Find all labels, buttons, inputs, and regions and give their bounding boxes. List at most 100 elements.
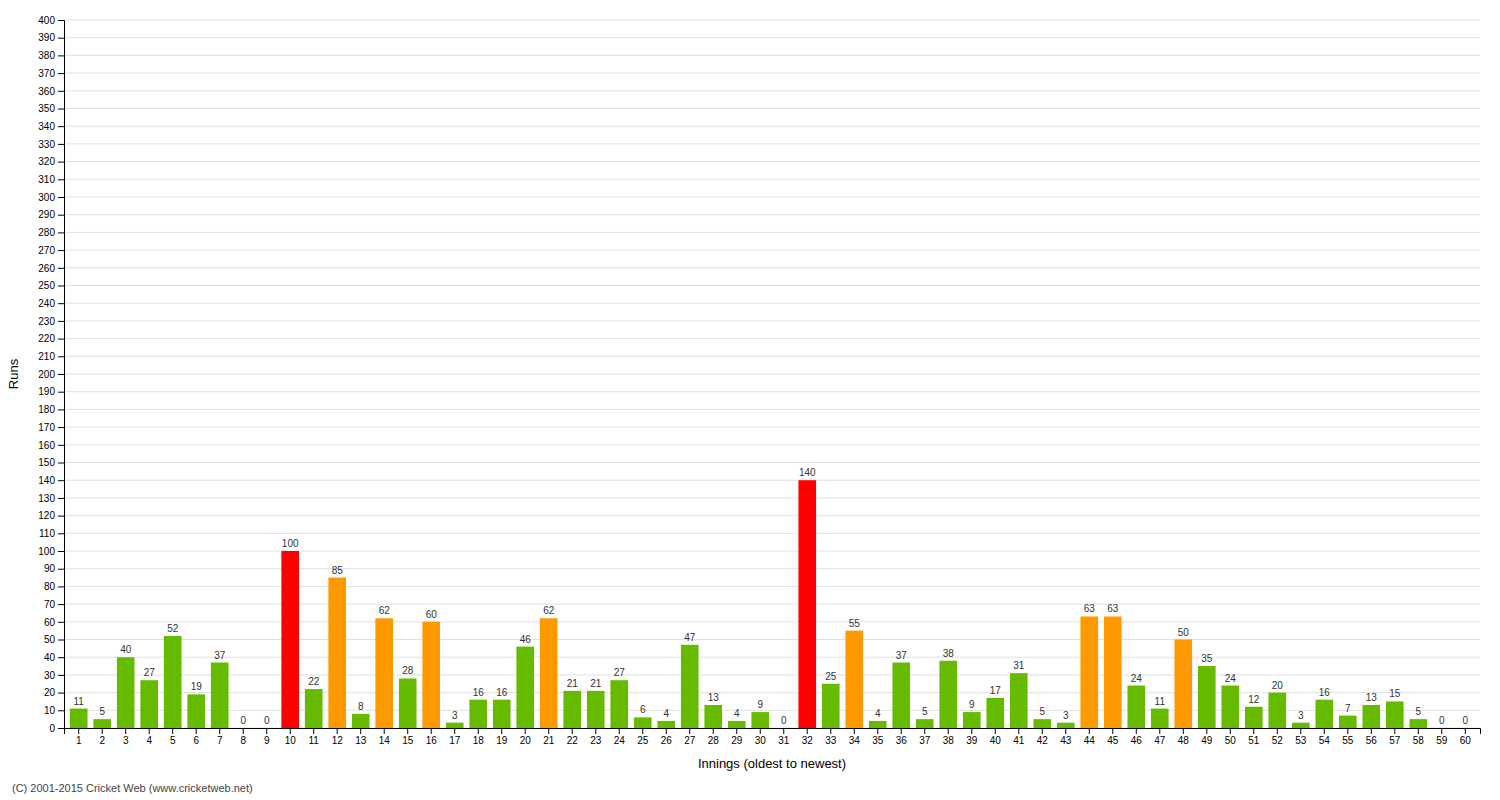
x-tick-mark (736, 728, 737, 734)
grid-line (64, 303, 1480, 304)
grid-line (64, 551, 1480, 552)
x-tick: 1 (76, 728, 82, 746)
x-tick-label: 38 (943, 735, 955, 746)
x-tick: 49 (1201, 728, 1213, 746)
x-tick-label: 24 (614, 735, 626, 746)
data-label: 100 (282, 538, 299, 549)
x-tick-label: 11 (309, 735, 320, 746)
x-tick: 13 (355, 728, 367, 746)
y-tick-mark (58, 126, 64, 127)
y-tick-mark (58, 533, 64, 534)
x-tick-mark (1159, 728, 1160, 734)
x-tick-mark (971, 728, 972, 734)
x-tick: 17 (449, 728, 461, 746)
x-tick-mark (1324, 728, 1325, 734)
x-tick-mark (807, 728, 808, 734)
grid-line (64, 197, 1480, 198)
x-tick: 8 (240, 728, 246, 746)
x-tick: 16 (426, 728, 438, 746)
x-tick-mark (219, 728, 220, 734)
x-tick: 9 (264, 728, 270, 746)
x-tick-mark (196, 728, 197, 734)
bar (140, 680, 158, 728)
grid-line (64, 232, 1480, 233)
x-tick-mark (595, 728, 596, 734)
y-tick: 400 (38, 15, 64, 26)
x-tick-mark (924, 728, 925, 734)
data-label: 17 (990, 685, 1002, 696)
y-tick: 280 (38, 227, 64, 238)
x-tick-mark (431, 728, 432, 734)
y-tick: 0 (49, 723, 64, 734)
data-label: 38 (943, 648, 955, 659)
grid-line (64, 497, 1480, 498)
y-tick: 240 (38, 298, 64, 309)
x-tick: 33 (825, 728, 837, 746)
grid-line (64, 586, 1480, 587)
grid-line (64, 179, 1480, 180)
y-tick-mark (58, 215, 64, 216)
y-tick: 310 (38, 174, 64, 185)
grid-line (64, 37, 1480, 38)
x-tick-label: 30 (755, 735, 767, 746)
x-tick-label: 55 (1342, 735, 1354, 746)
y-tick-label: 60 (44, 617, 56, 628)
chart: 1154027521937001002285862286031616466221… (0, 0, 1500, 800)
y-tick: 320 (38, 156, 64, 167)
bar (704, 705, 722, 728)
x-tick-mark (149, 728, 150, 734)
x-tick: 35 (872, 728, 884, 746)
bar (328, 578, 346, 728)
x-tick-mark (478, 728, 479, 734)
x-tick-label: 21 (543, 735, 555, 746)
y-tick-mark (58, 551, 64, 552)
x-tick-mark (266, 728, 267, 734)
y-axis-line (58, 21, 65, 729)
bar (187, 694, 205, 728)
x-tick-mark (525, 728, 526, 734)
y-tick-label: 190 (38, 386, 55, 397)
y-tick: 210 (38, 351, 64, 362)
x-tick-label: 52 (1272, 735, 1284, 746)
x-tick-mark (1300, 728, 1301, 734)
x-tick-label: 18 (473, 735, 485, 746)
y-tick-label: 330 (38, 139, 55, 150)
x-tick-mark (1465, 728, 1466, 734)
data-label: 40 (120, 644, 132, 655)
y-tick-label: 350 (38, 103, 55, 114)
y-tick-mark (58, 38, 64, 39)
data-label: 50 (1178, 627, 1190, 638)
x-tick: 30 (755, 728, 767, 746)
data-label: 22 (308, 676, 320, 687)
grid-line (64, 250, 1480, 251)
x-tick-mark (619, 728, 620, 734)
x-tick-label: 5 (170, 735, 176, 746)
x-tick-mark (901, 728, 902, 734)
data-labels: 1154027521937001002285862286031616466221… (73, 467, 1468, 726)
x-tick: 37 (919, 728, 931, 746)
x-tick: 31 (778, 728, 790, 746)
bar (775, 728, 793, 729)
y-tick-mark (58, 640, 64, 641)
data-label: 63 (1084, 603, 1096, 614)
data-label: 5 (1416, 706, 1422, 717)
x-tick-label: 37 (919, 735, 931, 746)
y-tick-mark (58, 657, 64, 658)
y-tick: 50 (44, 634, 64, 645)
x-tick: 20 (520, 728, 532, 746)
x-tick: 38 (943, 728, 955, 746)
y-tick-label: 320 (38, 156, 55, 167)
data-label: 20 (1272, 680, 1284, 691)
x-tick: 4 (146, 728, 152, 746)
data-label: 6 (640, 704, 646, 715)
x-tick: 56 (1366, 728, 1378, 746)
bar (540, 618, 558, 728)
data-label: 4 (875, 708, 881, 719)
y-tick-label: 370 (38, 68, 55, 79)
data-label: 28 (402, 665, 414, 676)
grid-line (64, 621, 1480, 622)
x-tick-label: 27 (684, 735, 696, 746)
y-tick-label: 290 (38, 209, 55, 220)
y-tick-label: 110 (39, 528, 55, 539)
grid-line (64, 710, 1480, 711)
